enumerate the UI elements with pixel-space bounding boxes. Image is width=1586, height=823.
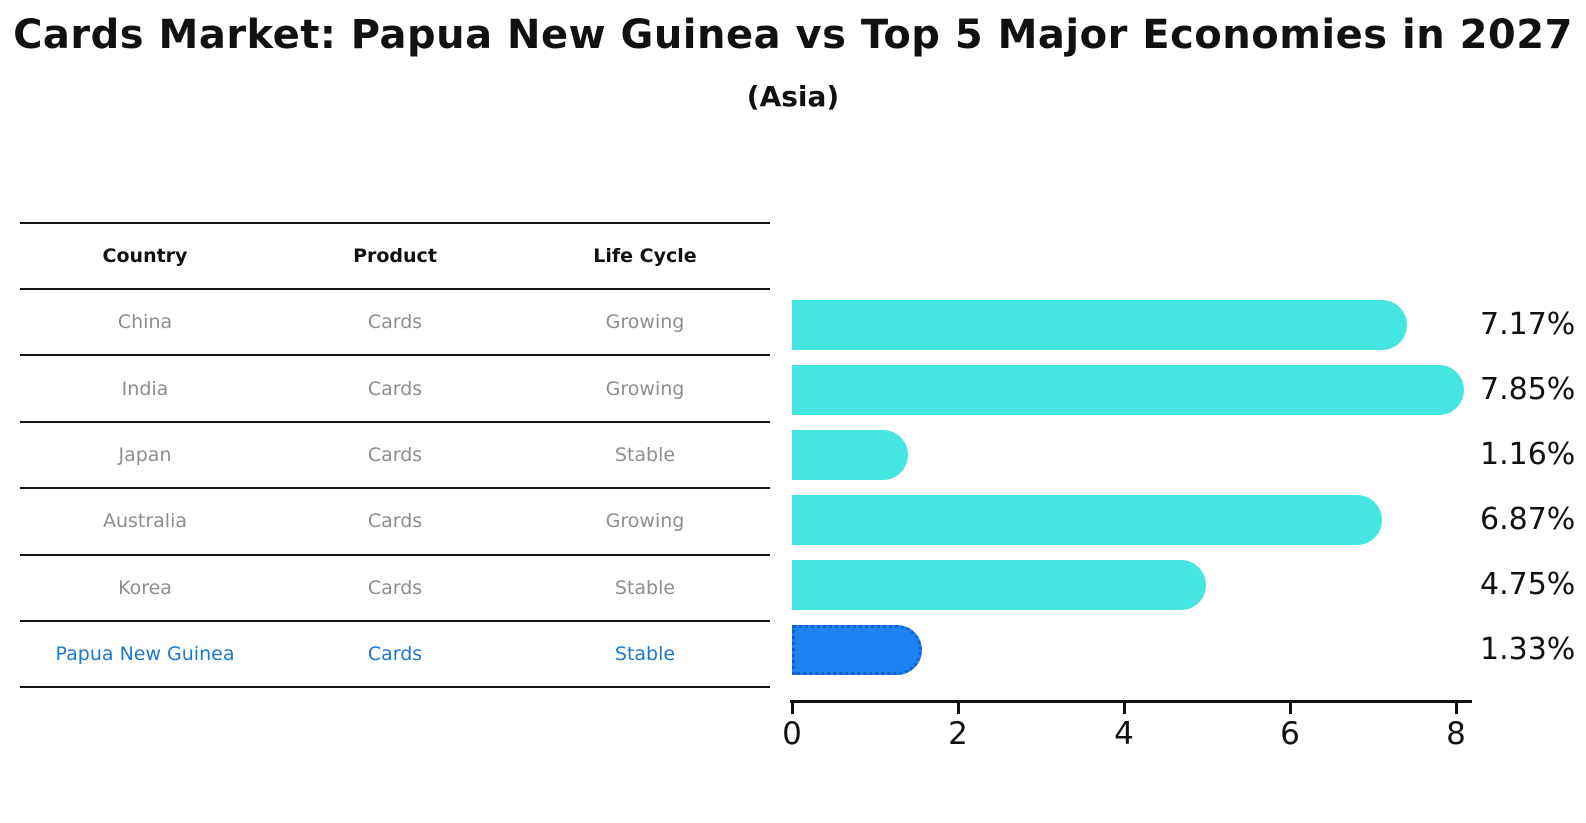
table-cell-country: Japan — [118, 443, 172, 466]
bar-india — [792, 365, 1464, 415]
table-cell-life-cycle: Stable — [614, 576, 676, 599]
bar-value-label: 4.75% — [1480, 567, 1576, 602]
x-tick-label: 4 — [1114, 716, 1134, 752]
x-tick-mark — [1455, 703, 1458, 714]
bar-korea — [792, 560, 1206, 610]
x-tick-label: 0 — [782, 716, 802, 752]
table-cell-product: Cards — [367, 311, 423, 334]
table-cell-country: China — [117, 311, 173, 334]
x-tick-mark — [957, 703, 960, 714]
table-cell-product: Cards — [367, 443, 423, 466]
country-table: Country Product Life Cycle China Cards Gro… — [20, 222, 770, 689]
bar-value-label: 1.33% — [1480, 632, 1576, 667]
table-header-row: Country Product Life Cycle — [20, 224, 770, 290]
x-tick-label: 6 — [1280, 716, 1300, 752]
table-cell-product: Cards — [367, 377, 423, 400]
table-cell-life-cycle: Growing — [605, 510, 685, 533]
table-cell-product: Cards — [367, 510, 423, 533]
table-row: China Cards Growing — [20, 290, 770, 357]
chart-title: Cards Market: Papua New Guinea vs Top 5 … — [13, 12, 1573, 58]
x-axis-line — [790, 700, 1472, 703]
table-row: Japan Cards Stable — [20, 423, 770, 490]
bar-value-label: 1.16% — [1480, 437, 1576, 472]
chart-subtitle: (Asia) — [746, 80, 840, 113]
table-cell-product: Cards — [367, 576, 423, 599]
table-cell-product: Cards — [367, 643, 423, 666]
x-tick-label: 8 — [1446, 716, 1466, 752]
x-tick-label: 2 — [948, 716, 968, 752]
bar-australia — [792, 495, 1382, 545]
table-row: India Cards Growing — [20, 356, 770, 423]
table-row: Korea Cards Stable — [20, 556, 770, 622]
x-tick-mark — [1123, 703, 1126, 714]
bar-value-label: 7.85% — [1480, 372, 1576, 407]
table-row: Australia Cards Growing — [20, 489, 770, 556]
table-cell-life-cycle: Growing — [605, 311, 685, 334]
table-row: Papua New Guinea Cards Stable — [20, 622, 770, 689]
table-cell-life-cycle: Stable — [614, 443, 676, 466]
bar-value-label: 7.17% — [1480, 307, 1576, 342]
bar-japan — [792, 430, 908, 480]
table-cell-country: India — [121, 377, 169, 400]
bar-china — [792, 300, 1407, 350]
table-header-product: Product — [353, 245, 437, 267]
bar-papua-new-guinea — [792, 625, 922, 675]
table-cell-country: Australia — [102, 510, 188, 533]
table-cell-country: Papua New Guinea — [55, 643, 235, 666]
table-header-country: Country — [102, 245, 188, 267]
x-tick-mark — [791, 703, 794, 714]
bar-value-label: 6.87% — [1480, 502, 1576, 537]
table-header-life-cycle: Life Cycle — [593, 245, 697, 267]
table-cell-country: Korea — [118, 576, 172, 599]
table-cell-life-cycle: Growing — [605, 377, 685, 400]
table-cell-life-cycle: Stable — [614, 643, 676, 666]
x-tick-mark — [1289, 703, 1292, 714]
